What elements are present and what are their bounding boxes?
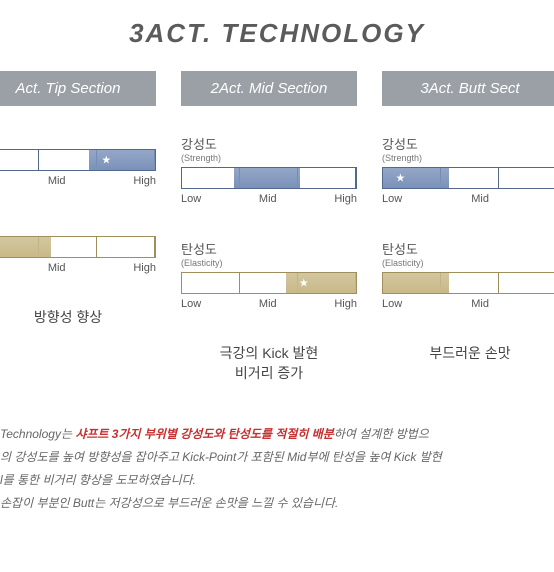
section-column: 2Act. Mid Section 강성도(Strength) LowMidHigh… bbox=[181, 71, 357, 383]
gauge-fill bbox=[234, 168, 300, 188]
star-icon: ★ bbox=[101, 154, 111, 167]
star-icon: ★ bbox=[299, 277, 309, 290]
main-title: 3ACT. TECHNOLOGY bbox=[0, 18, 554, 49]
section-column: 3Act. Butt Sect강성도(Strength)★LowMid탄성도(E… bbox=[382, 71, 554, 383]
gauge: ) MidHigh bbox=[0, 221, 156, 274]
section-header: Act. Tip Section bbox=[0, 71, 156, 106]
gauge-fill bbox=[383, 273, 449, 293]
star-icon: ★ bbox=[395, 172, 405, 185]
gauge-sublabel: (Strength) bbox=[181, 153, 357, 163]
section-summary: 부드러운 손맛 bbox=[382, 344, 554, 364]
gauge-label: ) bbox=[0, 221, 156, 236]
gauge-ticks: LowMidHigh bbox=[181, 193, 357, 205]
gauge-fill bbox=[286, 273, 356, 293]
gauge: 강성도(Strength) LowMidHigh bbox=[181, 134, 357, 205]
gauge: 강성도(Strength) ★ LowMid bbox=[382, 134, 554, 205]
gauge-label: 강성도 bbox=[382, 134, 554, 153]
desc-line: l를 통한 비거리 향상을 도모하였습니다. bbox=[0, 469, 554, 492]
description: Technology는 샤프트 3가지 부위별 강성도와 탄성도를 적절히 배분… bbox=[0, 423, 554, 514]
gauge-bar bbox=[0, 236, 156, 258]
gauge-fill bbox=[0, 237, 51, 257]
gauge-ticks: LowMid bbox=[382, 298, 554, 310]
desc-line: 손잡이 부분인 Butt는 저강성으로 부드러운 손맛을 느낄 수 있습니다. bbox=[0, 492, 554, 515]
desc-line: 의 강성도를 높여 방향성을 잡아주고 Kick-Point가 포함된 Mid부… bbox=[0, 446, 554, 469]
gauge-ticks: LowMid bbox=[382, 193, 554, 205]
section-summary: 방향성 향상 bbox=[0, 308, 156, 328]
gauge-bar bbox=[382, 272, 554, 294]
section-header: 3Act. Butt Sect bbox=[382, 71, 554, 106]
gauge-fill bbox=[383, 168, 449, 188]
gauge-label: 탄성도 bbox=[181, 239, 357, 258]
gauge-ticks: LowMidHigh bbox=[181, 298, 357, 310]
gauge: ) ★ MidHigh bbox=[0, 134, 156, 187]
sections-row: Act. Tip Section) ★ MidHigh) MidHigh 방향성 향상 2… bbox=[0, 71, 554, 383]
gauge: 탄성도(Elasticity) LowMid bbox=[382, 239, 554, 310]
gauge-bar: ★ bbox=[382, 167, 554, 189]
gauge: 탄성도(Elasticity) ★ LowMidHigh bbox=[181, 239, 357, 310]
gauge-sublabel: (Strength) bbox=[382, 153, 554, 163]
gauge-label: 강성도 bbox=[181, 134, 357, 153]
section-header: 2Act. Mid Section bbox=[181, 71, 357, 106]
gauge-label: 탄성도 bbox=[382, 239, 554, 258]
gauge-label: ) bbox=[0, 134, 156, 149]
gauge-sublabel: (Elasticity) bbox=[382, 258, 554, 268]
gauge-sublabel: (Elasticity) bbox=[181, 258, 357, 268]
gauge-ticks: MidHigh bbox=[0, 175, 156, 187]
section-summary: 극강의 Kick 발현비거리 증가 bbox=[181, 344, 357, 383]
gauge-bar bbox=[181, 167, 357, 189]
gauge-fill bbox=[89, 150, 155, 170]
gauge-ticks: MidHigh bbox=[0, 262, 156, 274]
section-column: Act. Tip Section) ★ MidHigh) MidHigh 방향성 향상 bbox=[0, 71, 156, 383]
gauge-bar: ★ bbox=[0, 149, 156, 171]
desc-line: Technology는 샤프트 3가지 부위별 강성도와 탄성도를 적절히 배분… bbox=[0, 423, 554, 446]
gauge-bar: ★ bbox=[181, 272, 357, 294]
